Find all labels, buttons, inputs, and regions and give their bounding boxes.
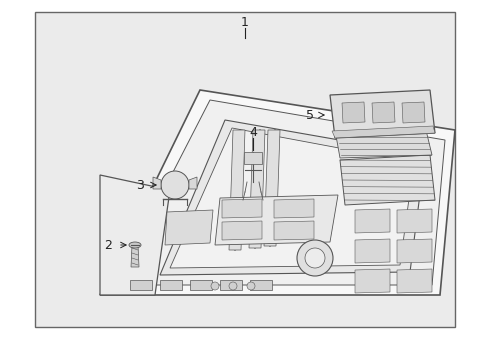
Polygon shape — [342, 102, 365, 123]
Polygon shape — [131, 245, 139, 267]
Ellipse shape — [129, 242, 141, 248]
Polygon shape — [170, 128, 414, 268]
Polygon shape — [153, 177, 161, 189]
Circle shape — [305, 248, 325, 268]
Polygon shape — [330, 90, 435, 138]
Bar — [250, 280, 272, 290]
Polygon shape — [402, 102, 425, 123]
Bar — [35, 12, 455, 327]
Polygon shape — [355, 269, 390, 293]
Polygon shape — [397, 239, 432, 263]
Polygon shape — [222, 221, 262, 240]
Polygon shape — [215, 195, 338, 245]
Text: 5: 5 — [306, 108, 314, 122]
Polygon shape — [189, 177, 197, 189]
Polygon shape — [355, 209, 390, 233]
Polygon shape — [274, 221, 314, 240]
Circle shape — [229, 282, 237, 290]
Polygon shape — [229, 130, 245, 250]
Polygon shape — [397, 209, 432, 233]
Circle shape — [161, 171, 189, 199]
Text: 3: 3 — [136, 179, 144, 192]
Bar — [220, 280, 242, 290]
Polygon shape — [165, 210, 213, 245]
Bar — [160, 280, 182, 290]
Polygon shape — [100, 90, 455, 295]
Circle shape — [297, 240, 333, 276]
Polygon shape — [372, 102, 395, 123]
Polygon shape — [249, 130, 265, 248]
Circle shape — [211, 282, 219, 290]
Polygon shape — [264, 130, 280, 246]
Polygon shape — [115, 100, 445, 285]
Text: 4: 4 — [249, 126, 257, 139]
Polygon shape — [274, 199, 314, 218]
Bar — [190, 280, 212, 290]
Polygon shape — [160, 120, 425, 275]
Polygon shape — [355, 239, 390, 263]
Text: 1: 1 — [241, 15, 249, 28]
Polygon shape — [335, 126, 432, 158]
Circle shape — [247, 282, 255, 290]
Polygon shape — [100, 175, 170, 295]
Bar — [130, 280, 152, 290]
Polygon shape — [332, 126, 435, 138]
Polygon shape — [222, 199, 262, 218]
Polygon shape — [397, 269, 432, 293]
Polygon shape — [340, 155, 435, 205]
Bar — [244, 152, 262, 164]
Text: 2: 2 — [104, 239, 112, 252]
